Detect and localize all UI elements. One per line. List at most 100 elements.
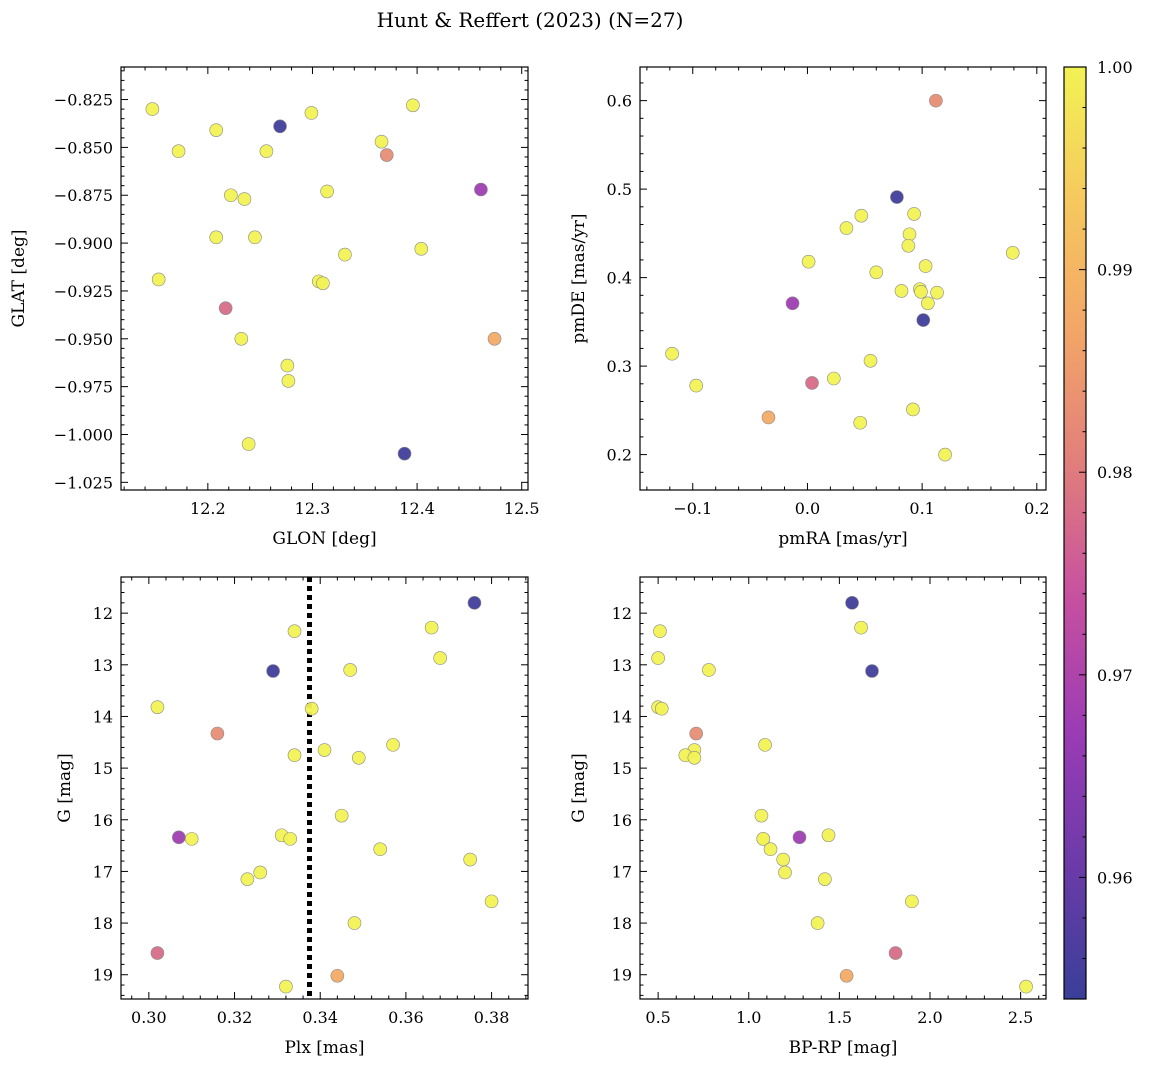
data-point xyxy=(304,701,319,716)
data-point xyxy=(907,207,921,221)
data-point xyxy=(406,98,420,113)
data-point xyxy=(827,371,841,386)
data-point xyxy=(821,828,836,843)
x-tick-label: 12.2 xyxy=(190,499,226,518)
data-point xyxy=(914,284,928,299)
y-tick-label: 17 xyxy=(93,862,113,881)
data-point xyxy=(424,620,439,635)
data-point xyxy=(865,664,879,678)
data-point xyxy=(869,265,884,280)
data-point xyxy=(839,221,854,235)
data-point xyxy=(171,144,186,159)
data-point xyxy=(467,596,482,610)
data-point xyxy=(347,916,362,930)
data-point xyxy=(805,376,819,390)
panel-plx-g: 0.30 0.32 0.34 0.36 0.38 12 13 14 15 16 17 18 19 Plx … xyxy=(55,576,529,1058)
colorbar-tick-label: 1.00 xyxy=(1097,58,1133,77)
y-tick-label: 13 xyxy=(612,656,632,675)
axes-frame xyxy=(120,576,529,1000)
y-tick-label: 15 xyxy=(612,759,632,778)
data-point xyxy=(224,188,238,203)
data-point xyxy=(259,144,274,159)
data-point xyxy=(334,808,349,823)
x-axis-label: Plx [mas] xyxy=(284,1038,364,1058)
panel-pmra-pmde: −0.1 0.0 0.1 0.2 0.2 0.3 0.4 0.5 0.6 pmRA [mas/yr… xyxy=(569,66,1050,549)
data-point xyxy=(248,230,262,245)
y-tick-label: 0.5 xyxy=(607,180,632,199)
x-tick-label: 2.0 xyxy=(917,1008,942,1027)
colorbar-tick-label: 0.96 xyxy=(1097,868,1133,887)
data-point xyxy=(287,624,302,639)
data-point xyxy=(905,894,919,909)
y-tick-label: 19 xyxy=(93,966,113,985)
data-point xyxy=(916,313,931,327)
panel-bprp-g: 0.5 1.0 1.5 2.0 2.5 12 13 14 15 16 17 18 19 BP-RP [ma… xyxy=(569,576,1047,1058)
x-tick-label: 0.5 xyxy=(645,1008,670,1027)
data-point xyxy=(151,272,166,287)
y-tick-label: −0.950 xyxy=(54,330,113,349)
y-axis-label: pmDE [mas/yr] xyxy=(569,213,589,343)
data-point xyxy=(279,979,293,994)
x-tick-label: 0.30 xyxy=(131,1008,167,1027)
data-point xyxy=(792,830,807,845)
colorbar-gradient xyxy=(1063,66,1087,1000)
data-point xyxy=(801,254,816,269)
data-point xyxy=(373,842,387,857)
x-tick-label: 0.32 xyxy=(217,1008,253,1027)
y-tick-label: −0.825 xyxy=(54,91,113,110)
data-point xyxy=(474,182,488,197)
y-tick-label: 0.2 xyxy=(607,446,632,465)
data-point xyxy=(689,726,703,741)
x-tick-label: 0.36 xyxy=(388,1008,424,1027)
data-point xyxy=(317,743,332,757)
data-point xyxy=(785,296,800,311)
data-point xyxy=(653,624,667,639)
x-tick-label: 12.3 xyxy=(295,499,331,518)
data-point xyxy=(172,830,186,845)
data-point xyxy=(818,872,832,886)
data-point xyxy=(487,331,502,346)
data-point xyxy=(343,663,358,677)
data-point xyxy=(929,93,943,108)
y-tick-label: 13 xyxy=(93,656,113,675)
data-point xyxy=(761,410,776,425)
data-point xyxy=(150,700,165,714)
data-point xyxy=(930,285,944,300)
data-point xyxy=(374,134,389,149)
data-point xyxy=(687,750,702,765)
y-tick-label: 0.6 xyxy=(607,92,632,111)
x-tick-label: 0.0 xyxy=(795,499,820,518)
x-tick-label: 0.38 xyxy=(474,1008,510,1027)
data-point xyxy=(654,701,669,716)
data-point xyxy=(778,865,792,880)
colorbar-tick-label: 0.98 xyxy=(1097,463,1133,482)
x-tick-label: 0.2 xyxy=(1024,499,1049,518)
data-point xyxy=(463,852,477,867)
panel-glon-glat: 12.2 12.3 12.4 12.5 −0.825 −0.850 −0.875 −0.900… xyxy=(9,66,540,549)
x-tick-label: 0.1 xyxy=(909,499,934,518)
data-point xyxy=(1019,979,1033,994)
data-point xyxy=(240,872,255,886)
data-point xyxy=(150,946,165,960)
data-point xyxy=(894,284,909,298)
data-point xyxy=(758,738,772,752)
data-point xyxy=(287,748,302,763)
data-point xyxy=(901,238,916,253)
data-point xyxy=(853,415,868,430)
y-tick-label: 0.3 xyxy=(607,357,632,376)
data-point xyxy=(338,247,352,262)
data-point xyxy=(854,620,868,635)
data-point xyxy=(234,331,249,346)
x-tick-label: 1.5 xyxy=(827,1008,852,1027)
y-tick-label: 19 xyxy=(612,966,632,985)
data-point xyxy=(266,664,280,678)
y-axis-label: GLAT [deg] xyxy=(9,229,29,327)
data-point xyxy=(241,437,256,451)
data-point xyxy=(918,259,933,273)
data-point xyxy=(921,296,935,311)
y-tick-label: 12 xyxy=(93,604,113,623)
data-point xyxy=(433,651,447,665)
data-point xyxy=(689,378,703,393)
y-tick-label: −1.025 xyxy=(54,473,113,492)
